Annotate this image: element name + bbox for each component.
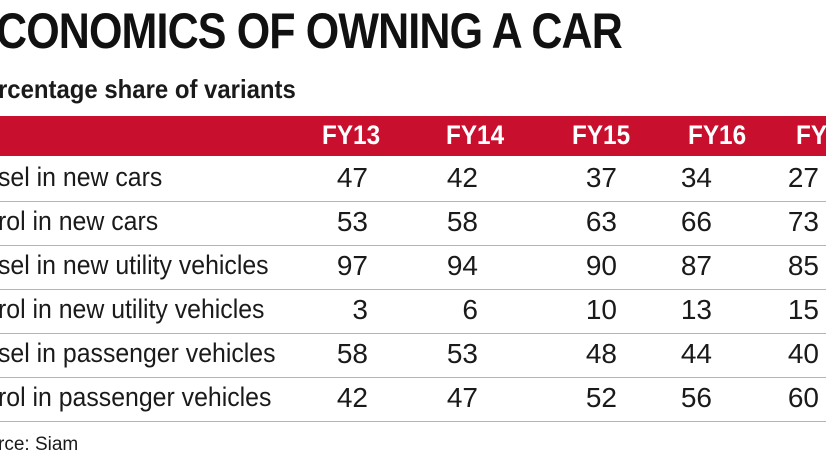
table-cell: 90 [585, 250, 617, 281]
column-header-fy16: FY16 [688, 120, 747, 150]
table-cell: 58 [336, 338, 368, 369]
column-header-fy17: FY [796, 120, 826, 150]
table-cell: 3 [352, 294, 368, 325]
row-label: rol in passenger vehicles [0, 382, 272, 412]
table-cell: 44 [680, 338, 712, 369]
table-row: sel in passenger vehicles 58 53 48 44 40 [0, 334, 826, 378]
table-row: sel in new utility vehicles 97 94 90 87 … [0, 246, 826, 290]
table-cell: 56 [680, 382, 712, 413]
table-cell: 85 [787, 250, 819, 281]
table-cell: 58 [446, 206, 478, 237]
table-cell: 13 [680, 294, 712, 325]
row-label: sel in new utility vehicles [0, 250, 269, 280]
chart-title: CONOMICS OF OWNING A CAR [0, 3, 623, 59]
chart-subtitle: rcentage share of variants [0, 74, 296, 104]
table-row: rol in new cars 53 58 63 66 73 [0, 202, 826, 246]
table-cell: 42 [336, 382, 368, 413]
table-cell: 52 [585, 382, 617, 413]
column-header-fy15: FY15 [572, 120, 631, 150]
table-cell: 63 [585, 206, 617, 237]
table-row: sel in new cars 47 42 37 34 27 [0, 158, 826, 202]
table-cell: 73 [787, 206, 819, 237]
table-row: rol in new utility vehicles 3 6 10 13 15 [0, 290, 826, 334]
table-cell: 15 [787, 294, 819, 325]
table-cell: 47 [336, 162, 368, 193]
table-cell: 60 [787, 382, 819, 413]
column-header-fy14: FY14 [446, 120, 505, 150]
table-cell: 27 [787, 162, 819, 193]
source-note: rce: Siam [0, 434, 79, 455]
table-cell: 37 [585, 162, 617, 193]
table-cell: 53 [336, 206, 368, 237]
table-cell: 42 [446, 162, 478, 193]
table-cell: 66 [680, 206, 712, 237]
table-cell: 6 [462, 294, 478, 325]
row-label: sel in new cars [0, 162, 163, 192]
table-cell: 53 [446, 338, 478, 369]
row-label: rol in new utility vehicles [0, 294, 265, 324]
column-header-fy13: FY13 [322, 120, 381, 150]
row-label: rol in new cars [0, 206, 159, 236]
table-cell: 48 [585, 338, 617, 369]
table-header-band [0, 116, 826, 156]
table-cell: 94 [446, 250, 478, 281]
table-cell: 34 [680, 162, 712, 193]
table-cell: 97 [336, 250, 368, 281]
row-label: sel in passenger vehicles [0, 338, 276, 368]
table-row: rol in passenger vehicles 42 47 52 56 60 [0, 378, 826, 422]
table-cell: 10 [585, 294, 617, 325]
table-cell: 87 [680, 250, 712, 281]
table-cell: 47 [446, 382, 478, 413]
table-cell: 40 [787, 338, 819, 369]
